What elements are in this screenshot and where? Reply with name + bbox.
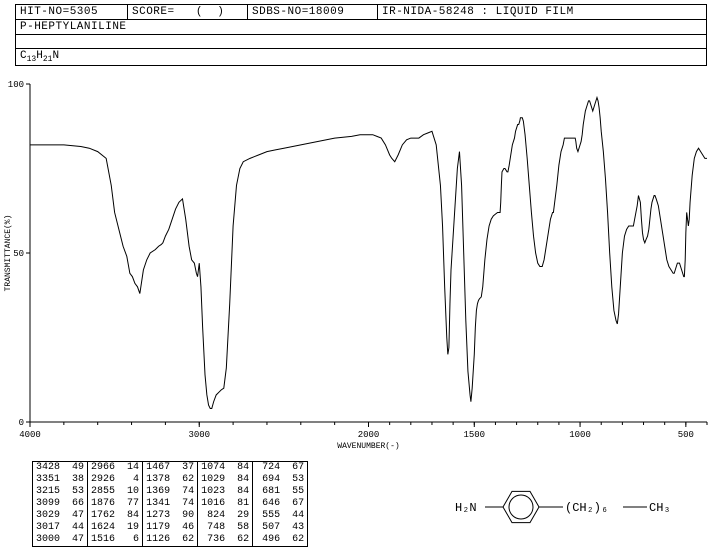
hit-no: HIT-NO=5305 — [16, 5, 128, 19]
svg-text:50: 50 — [13, 249, 24, 259]
header-block: HIT-NO=5305 SCORE= ( ) SDBS-NO=18009 IR-… — [15, 4, 707, 66]
svg-text:500: 500 — [678, 430, 694, 440]
svg-text:1000: 1000 — [569, 430, 591, 440]
molecular-formula: C13H21N — [16, 49, 63, 65]
molecule-structure: H₂N (CH₂)₆ CH₃ — [453, 477, 693, 537]
svg-text:100: 100 — [8, 80, 24, 90]
peak-table: 3428 492966 141467 371074 84 724 673351 … — [32, 461, 308, 547]
sdbs-no: SDBS-NO=18009 — [248, 5, 378, 19]
svg-text:4000: 4000 — [19, 430, 41, 440]
svg-text:0: 0 — [19, 418, 24, 428]
svg-text:2000: 2000 — [358, 430, 380, 440]
compound-name: P-HEPTYLANILINE — [16, 20, 706, 34]
method: IR-NIDA-58248 : LIQUID FILM — [378, 5, 706, 19]
svg-text:3000: 3000 — [188, 430, 210, 440]
svg-text:CH₃: CH₃ — [649, 501, 671, 515]
score: SCORE= ( ) — [128, 5, 248, 19]
svg-text:H₂N: H₂N — [455, 501, 477, 515]
svg-text:1500: 1500 — [463, 430, 485, 440]
svg-text:WAVENUMBER(-): WAVENUMBER(-) — [337, 442, 399, 451]
ir-spectrum-chart: 0 50 100 4000 3000 2000 1500 1000 500 WAVENUMBER(… — [0, 78, 715, 452]
svg-text:TRANSMITTANCE(%): TRANSMITTANCE(%) — [4, 215, 13, 292]
svg-text:(CH₂)₆: (CH₂)₆ — [565, 501, 608, 515]
